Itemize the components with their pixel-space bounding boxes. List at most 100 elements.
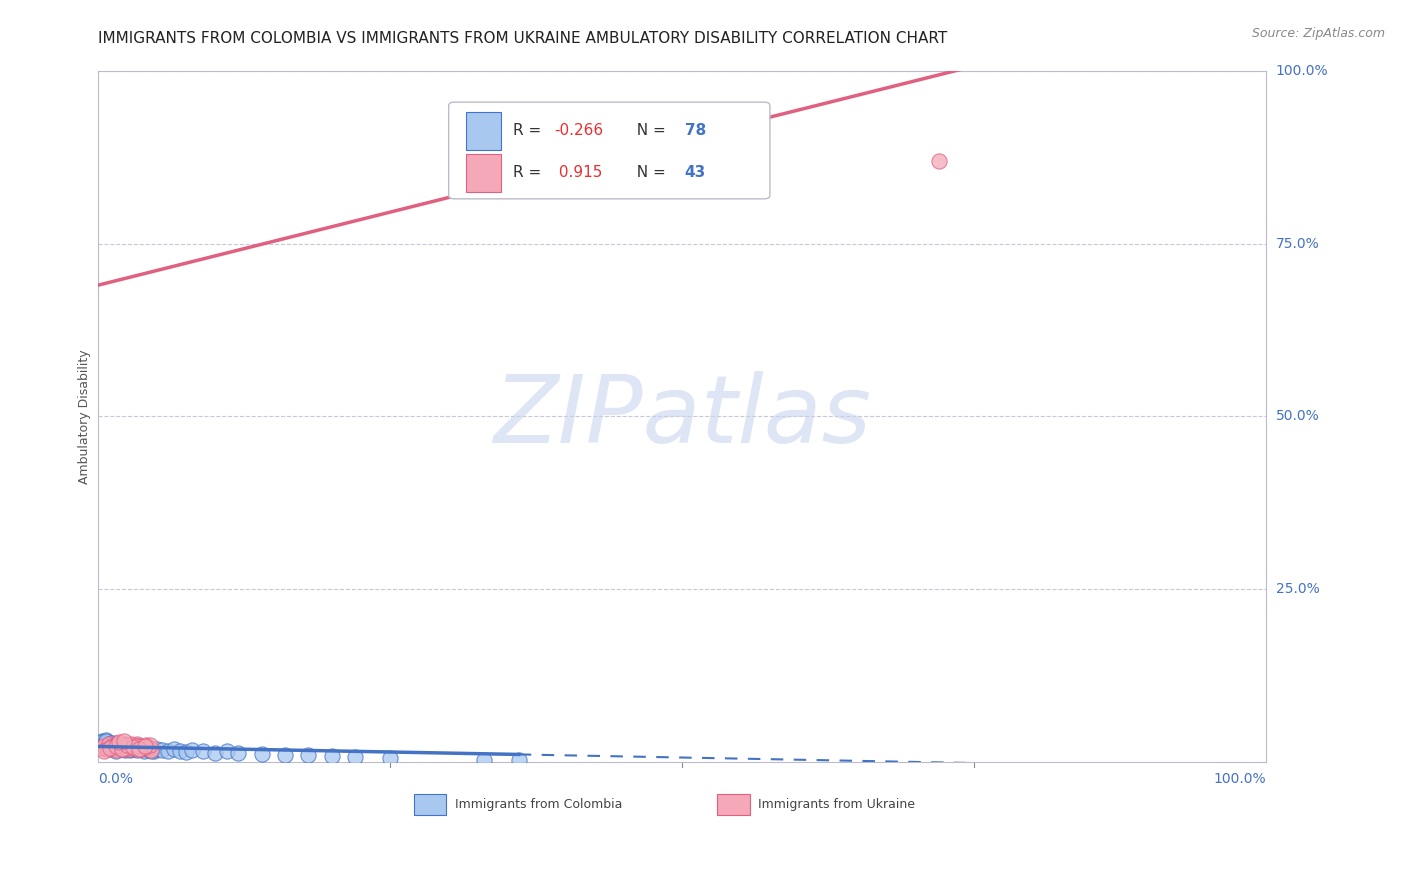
Y-axis label: Ambulatory Disability: Ambulatory Disability [79, 349, 91, 483]
Point [118, 742, 141, 756]
Point [96, 742, 118, 756]
Point [134, 740, 156, 755]
Point [120, 738, 142, 752]
Point [93, 735, 115, 749]
Text: 0.0%: 0.0% [98, 772, 134, 786]
Point [122, 739, 145, 754]
Point [105, 737, 128, 751]
Point [107, 740, 129, 755]
Text: 25.0%: 25.0% [1275, 582, 1319, 596]
Text: Immigrants from Ukraine: Immigrants from Ukraine [758, 798, 915, 811]
Point [134, 740, 156, 755]
Point [321, 749, 343, 764]
Point [97, 739, 120, 754]
Text: 78: 78 [685, 123, 706, 138]
Point [100, 736, 122, 750]
Text: 75.0%: 75.0% [1275, 236, 1319, 251]
Point [96, 732, 118, 747]
Point [93, 738, 115, 752]
Point [107, 737, 129, 751]
Point [104, 740, 127, 755]
Point [112, 741, 135, 756]
Point [121, 741, 143, 756]
Point [139, 743, 162, 757]
Text: N =: N = [627, 165, 671, 180]
Point [135, 738, 157, 752]
Point [93, 744, 115, 758]
Point [104, 743, 127, 757]
Text: 0.915: 0.915 [554, 165, 602, 180]
Point [101, 739, 124, 754]
Text: -0.266: -0.266 [554, 123, 603, 138]
Point [121, 739, 143, 753]
Point [103, 741, 125, 756]
Text: ZIPatlas: ZIPatlas [494, 371, 872, 462]
Point [103, 739, 125, 753]
Point [110, 739, 132, 753]
Point [98, 740, 121, 755]
Point [131, 741, 153, 756]
Point [104, 744, 127, 758]
Point [114, 743, 136, 757]
Point [118, 742, 141, 756]
Point [110, 740, 132, 755]
Point [163, 742, 186, 756]
Point [138, 740, 160, 755]
Point [108, 735, 131, 749]
Point [193, 744, 215, 758]
Point [132, 744, 155, 758]
Text: 43: 43 [685, 165, 706, 180]
Point [131, 742, 153, 756]
Point [228, 747, 250, 761]
Point [141, 742, 163, 756]
FancyBboxPatch shape [717, 794, 749, 815]
Point [124, 739, 146, 754]
Point [145, 741, 167, 756]
Point [111, 741, 134, 756]
Point [250, 747, 273, 761]
Point [134, 739, 156, 753]
Point [138, 740, 160, 755]
Point [97, 738, 120, 752]
Text: N =: N = [627, 123, 671, 138]
Point [98, 742, 121, 756]
Point [110, 739, 132, 753]
Point [97, 738, 120, 752]
Point [110, 742, 132, 756]
Point [472, 753, 495, 767]
Point [117, 738, 139, 752]
Point [143, 744, 166, 758]
Point [152, 743, 174, 757]
Point [204, 746, 226, 760]
Text: R =: R = [513, 123, 546, 138]
Text: 100.0%: 100.0% [1275, 64, 1329, 78]
Point [105, 739, 128, 753]
Point [114, 738, 136, 752]
Point [103, 736, 125, 750]
Point [115, 740, 138, 755]
Point [110, 742, 132, 756]
Point [139, 744, 162, 758]
Point [103, 738, 125, 752]
Point [97, 740, 120, 755]
Point [124, 742, 146, 756]
Text: Source: ZipAtlas.com: Source: ZipAtlas.com [1251, 27, 1385, 40]
Point [117, 738, 139, 752]
Point [100, 740, 122, 755]
Point [115, 740, 138, 755]
FancyBboxPatch shape [449, 103, 770, 199]
Text: Immigrants from Colombia: Immigrants from Colombia [454, 798, 621, 811]
Point [111, 739, 134, 754]
Point [136, 743, 159, 757]
Point [124, 740, 146, 755]
FancyBboxPatch shape [467, 154, 501, 192]
Text: 50.0%: 50.0% [1275, 409, 1319, 424]
Point [174, 745, 197, 759]
Point [117, 739, 139, 754]
Point [380, 750, 402, 764]
Point [122, 740, 145, 755]
Point [169, 744, 191, 758]
Point [112, 734, 135, 748]
Point [124, 740, 146, 755]
Point [114, 738, 136, 752]
